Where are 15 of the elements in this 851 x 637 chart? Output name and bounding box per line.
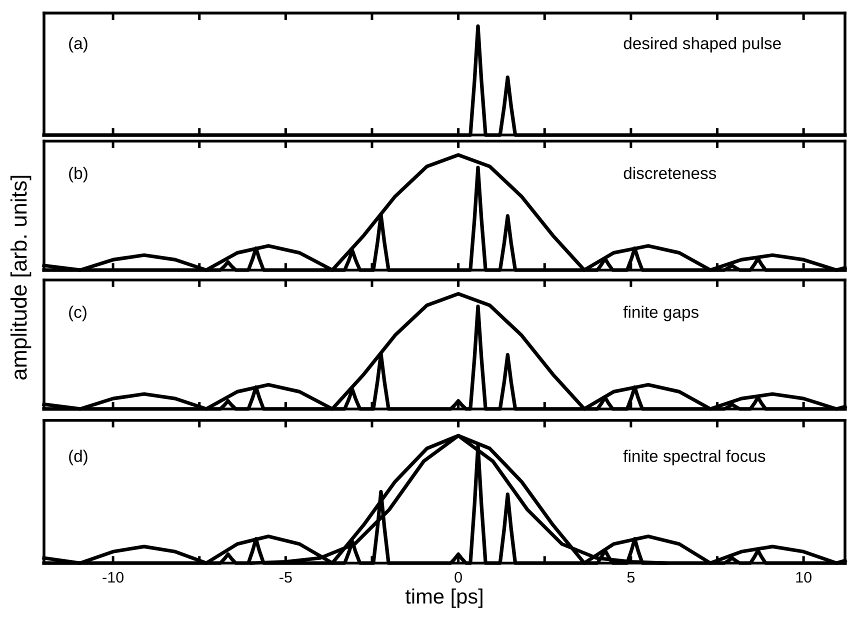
annotation: desired shaped pulse bbox=[624, 37, 781, 53]
x-tick-label: 5 bbox=[627, 572, 635, 583]
annotation: (c) bbox=[69, 306, 86, 322]
x-tick-label: -10 bbox=[102, 572, 124, 583]
x-tick-label: 0 bbox=[454, 572, 462, 583]
annotation: (d) bbox=[69, 450, 88, 466]
x-tick-label: 10 bbox=[796, 572, 812, 583]
annotation: (b) bbox=[69, 166, 88, 182]
annotation: discreteness bbox=[624, 166, 716, 180]
x-tick-label: -5 bbox=[280, 572, 292, 583]
y-axis-title: amplitude [arb. units] bbox=[10, 176, 32, 380]
annotation: finite spectral focus bbox=[623, 450, 766, 466]
x-axis-title: time [ps] bbox=[405, 588, 482, 608]
annotation: (a) bbox=[69, 37, 88, 53]
annotation: finite gaps bbox=[623, 306, 698, 322]
